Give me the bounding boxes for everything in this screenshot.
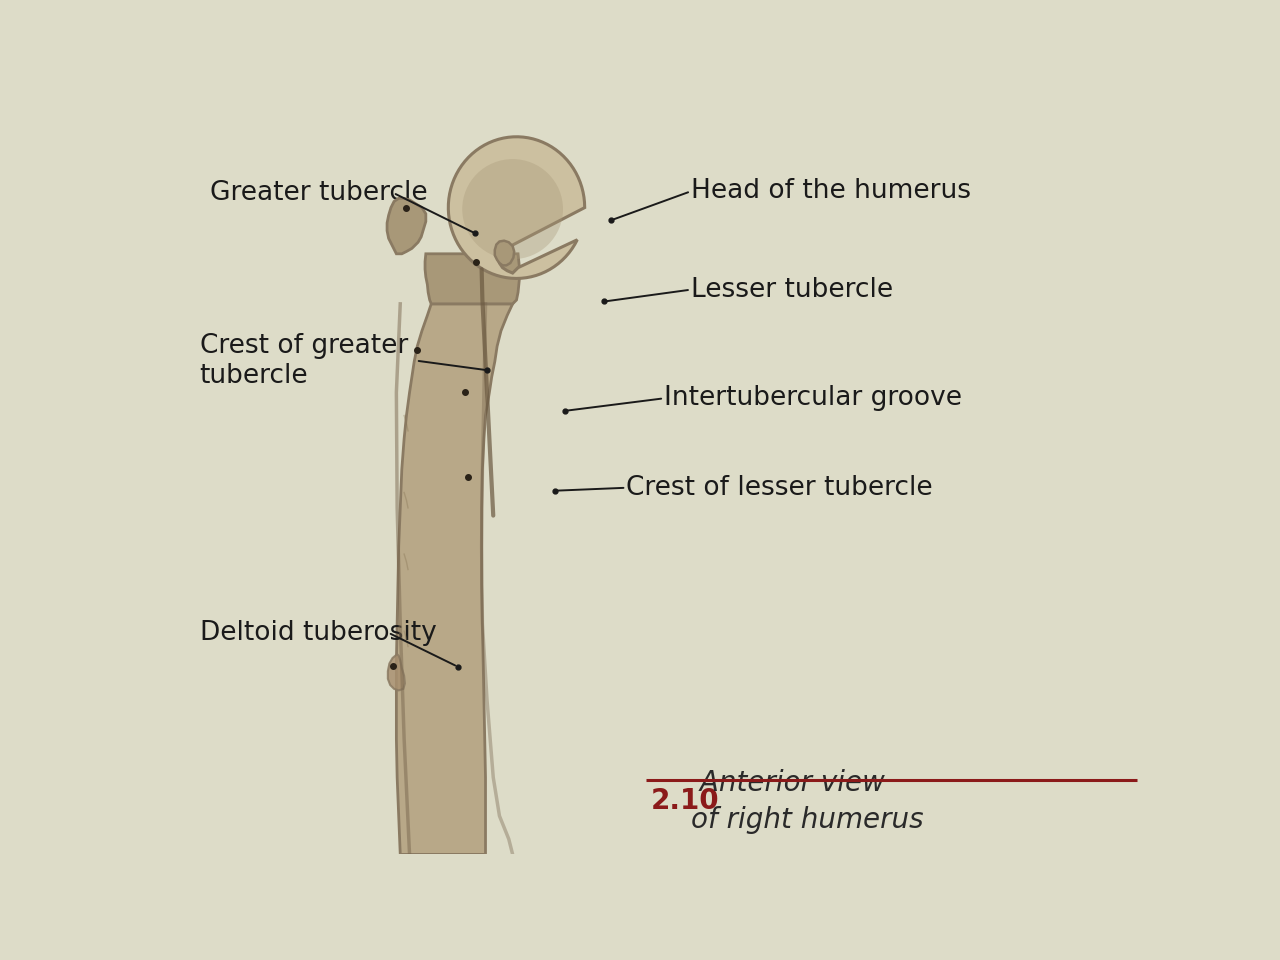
Text: Lesser tubercle: Lesser tubercle [691, 276, 893, 302]
Polygon shape [387, 199, 426, 253]
Polygon shape [448, 136, 585, 278]
Text: Deltoid tuberosity: Deltoid tuberosity [200, 619, 436, 646]
Text: 2.10: 2.10 [652, 787, 719, 815]
Text: Intertubercular groove: Intertubercular groove [664, 385, 963, 411]
Polygon shape [425, 253, 520, 304]
Polygon shape [397, 304, 512, 854]
Polygon shape [495, 241, 515, 265]
Text: Crest of greater
tubercle: Crest of greater tubercle [200, 332, 408, 389]
Text: Anterior view
of right humerus: Anterior view of right humerus [691, 769, 924, 833]
Polygon shape [388, 654, 404, 690]
Ellipse shape [462, 159, 563, 259]
Text: Greater tubercle: Greater tubercle [210, 180, 428, 205]
Text: Crest of lesser tubercle: Crest of lesser tubercle [626, 475, 933, 501]
Text: Head of the humerus: Head of the humerus [691, 179, 970, 204]
